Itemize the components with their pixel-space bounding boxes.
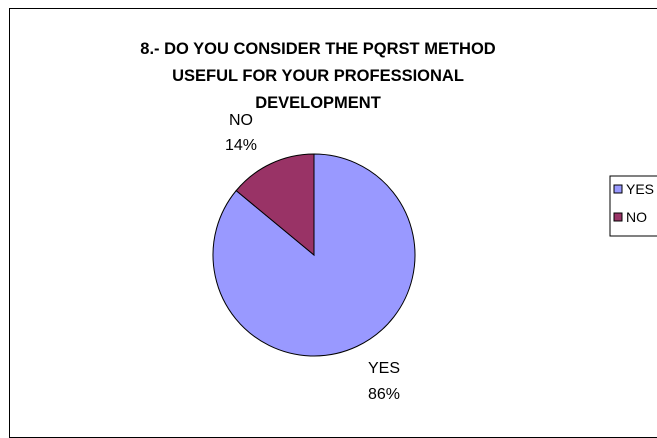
data-label-yes-pct: 86% <box>368 386 400 403</box>
title-line-3: DEVELOPMENT <box>255 94 381 112</box>
title-line-2: USEFUL FOR YOUR PROFESSIONAL <box>172 67 464 85</box>
legend-swatch-no <box>613 212 623 222</box>
legend-entry-yes: YES <box>626 181 654 197</box>
pie-chart: NO 14% YES 86% YES NO <box>212 112 657 403</box>
data-label-no-pct: 14% <box>225 137 257 154</box>
title-line-1: 8.- DO YOU CONSIDER THE PQRST METHOD <box>140 40 496 58</box>
legend-swatch-yes <box>613 184 623 194</box>
pie-slice-no <box>235 153 315 257</box>
data-label-yes-name: YES <box>368 360 400 377</box>
chart-title: 8.- DO YOU CONSIDER THE PQRST METHOD USE… <box>78 36 558 117</box>
pie-slices <box>212 153 416 357</box>
legend-entry-no: NO <box>626 209 647 225</box>
legend: YES NO <box>609 175 657 237</box>
data-label-no-name: NO <box>229 112 253 129</box>
